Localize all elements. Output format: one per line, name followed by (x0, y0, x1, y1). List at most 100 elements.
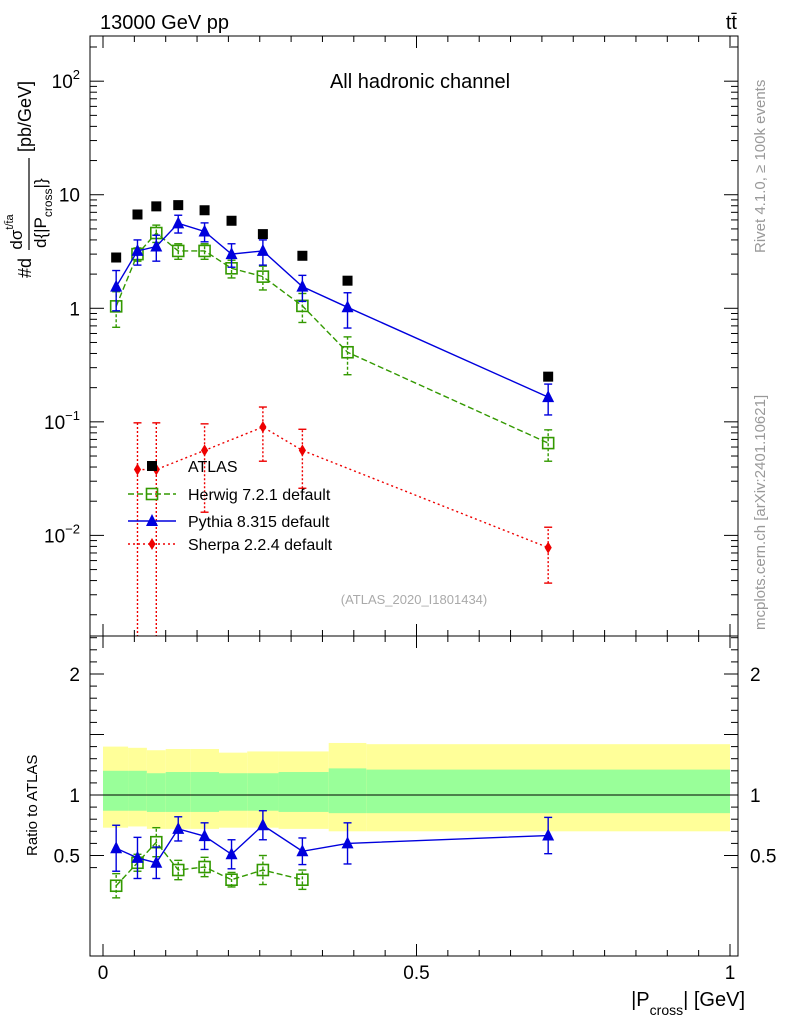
uncertainty-band-inner (278, 772, 329, 812)
data-point (342, 275, 353, 286)
ratio-plot-frame (89, 635, 739, 957)
svg-text:[pb/GeV]: [pb/GeV] (15, 81, 35, 152)
y-tick-label: 1 (69, 299, 80, 320)
ratio-y-tick-label-right: 0.5 (750, 847, 776, 868)
data-point (226, 215, 237, 226)
ratio-y-tick-label: 2 (69, 665, 80, 686)
ylabel-unit: [pb/GeV] (15, 81, 35, 152)
data-point (296, 279, 309, 292)
ratio-point (131, 850, 144, 863)
ratio-point (296, 844, 309, 857)
analysis-id-label: (ATLAS_2020_I1801434) (341, 592, 487, 607)
ylabel-numerator: dσ (7, 229, 26, 249)
uncertainty-band-inner (366, 769, 730, 814)
data-point (544, 541, 552, 554)
data-point (225, 247, 238, 260)
main-y-axis-label: #d dσt/t̄a d{|Pcross|} [pb/GeV] (4, 81, 55, 278)
data-point (131, 243, 144, 256)
legend-label-herwig: Herwig 7.2.1 default (188, 487, 331, 504)
data-point (256, 243, 269, 256)
data-point (111, 252, 122, 263)
ratio-point (172, 821, 185, 834)
data-point (298, 444, 306, 457)
energy-label: 13000 GeV pp (100, 12, 229, 34)
legend-label-sherpa: Sherpa 2.2.4 default (188, 537, 333, 554)
series-pythia (110, 214, 555, 416)
legend-label-atlas: ATLAS (188, 459, 238, 476)
svg-text:#d: #d (15, 258, 35, 278)
ratio-y-tick-label-right: 2 (750, 665, 761, 686)
uncertainty-band-inner (218, 773, 248, 811)
uncertainty-band-inner (103, 770, 129, 811)
data-point (199, 205, 210, 216)
xlabel-sub: cross (650, 1002, 683, 1018)
data-point (341, 345, 354, 359)
mcplots-source-label: mcplots.cern.ch [arXiv:2401.10621] (752, 395, 769, 630)
series-line (115, 232, 549, 444)
uncertainty-band-inner (165, 772, 191, 812)
series-atlas (111, 200, 554, 382)
uncertainty-band-inner (328, 768, 367, 814)
ratio-point (341, 836, 354, 849)
y-tick-label: 10−1 (44, 408, 80, 434)
uncertainty-band-inner (247, 773, 279, 811)
ratio-series-pythia (110, 810, 555, 880)
rivet-version-label: Rivet 4.1.0, ≥ 100k events (752, 80, 769, 253)
ratio-plot-panel: 0.5 0.5 1 1 2 2 0 0.5 1 Ratio to ATLAS (24, 635, 776, 984)
chart-title: All hadronic channel (330, 71, 510, 93)
data-point (150, 239, 163, 252)
data-point (133, 463, 142, 476)
data-point (171, 244, 185, 258)
y-tick-label: 102 (52, 67, 80, 93)
legend-marker (146, 514, 158, 526)
process-label: tt̄ (726, 12, 738, 34)
series-herwig (109, 224, 555, 462)
svg-text:dσt/t̄a: dσt/t̄a (4, 214, 26, 250)
ratio-line (115, 824, 549, 864)
ratio-y-axis-label: Ratio to ATLAS (24, 755, 41, 856)
ratio-point (198, 829, 211, 842)
ylabel-denominator-sub: cross (41, 188, 55, 217)
ylabel-denominator: d{|P (31, 217, 50, 248)
y-tick-label: 10−2 (44, 521, 80, 547)
x-axis-label: |Pcross| [GeV] (631, 989, 745, 1018)
legend-marker (147, 461, 157, 471)
ratio-point (256, 863, 270, 877)
ratio-y-tick-label: 1 (69, 786, 80, 807)
x-tick-label: 0 (98, 963, 109, 984)
y-tick-label: 10 (59, 186, 80, 207)
ratio-y-tick-label: 0.5 (54, 847, 80, 868)
data-point (172, 216, 185, 229)
svg-text:d{|Pcross|}: d{|Pcross|} (31, 178, 55, 248)
ratio-point (198, 860, 211, 874)
legend: ATLAS Herwig 7.2.1 default Pythia 8.315 … (128, 459, 333, 554)
data-point (542, 390, 555, 403)
main-plot-panel: 10−2 10−1 1 10 102 All hadronic channel (ATL… (44, 35, 739, 637)
ratio-point (109, 879, 123, 893)
data-point (257, 229, 268, 240)
data-point (297, 250, 308, 261)
ylabel-numerator-sup: t/t̄a (4, 214, 16, 230)
data-point (173, 200, 184, 211)
xlabel-post: | [GeV] (683, 989, 745, 1011)
data-point (198, 224, 211, 237)
data-point (543, 371, 554, 382)
legend-label-pythia: Pythia 8.315 default (188, 514, 330, 531)
ratio-point (225, 847, 238, 860)
data-point (198, 244, 211, 258)
ratio-point (225, 873, 238, 887)
ratio-point (110, 841, 123, 854)
legend-marker (148, 538, 156, 550)
ratio-point (150, 855, 163, 868)
legend-marker (145, 487, 159, 501)
data-point (259, 421, 267, 434)
uncertainty-band-inner (128, 770, 147, 811)
data-point (541, 436, 555, 450)
uncertainty-band-inner (190, 772, 219, 812)
data-point (256, 270, 270, 283)
xlabel-pre: |P (631, 989, 650, 1011)
series-line (115, 222, 549, 398)
ratio-point (256, 818, 269, 831)
data-point (200, 444, 209, 457)
